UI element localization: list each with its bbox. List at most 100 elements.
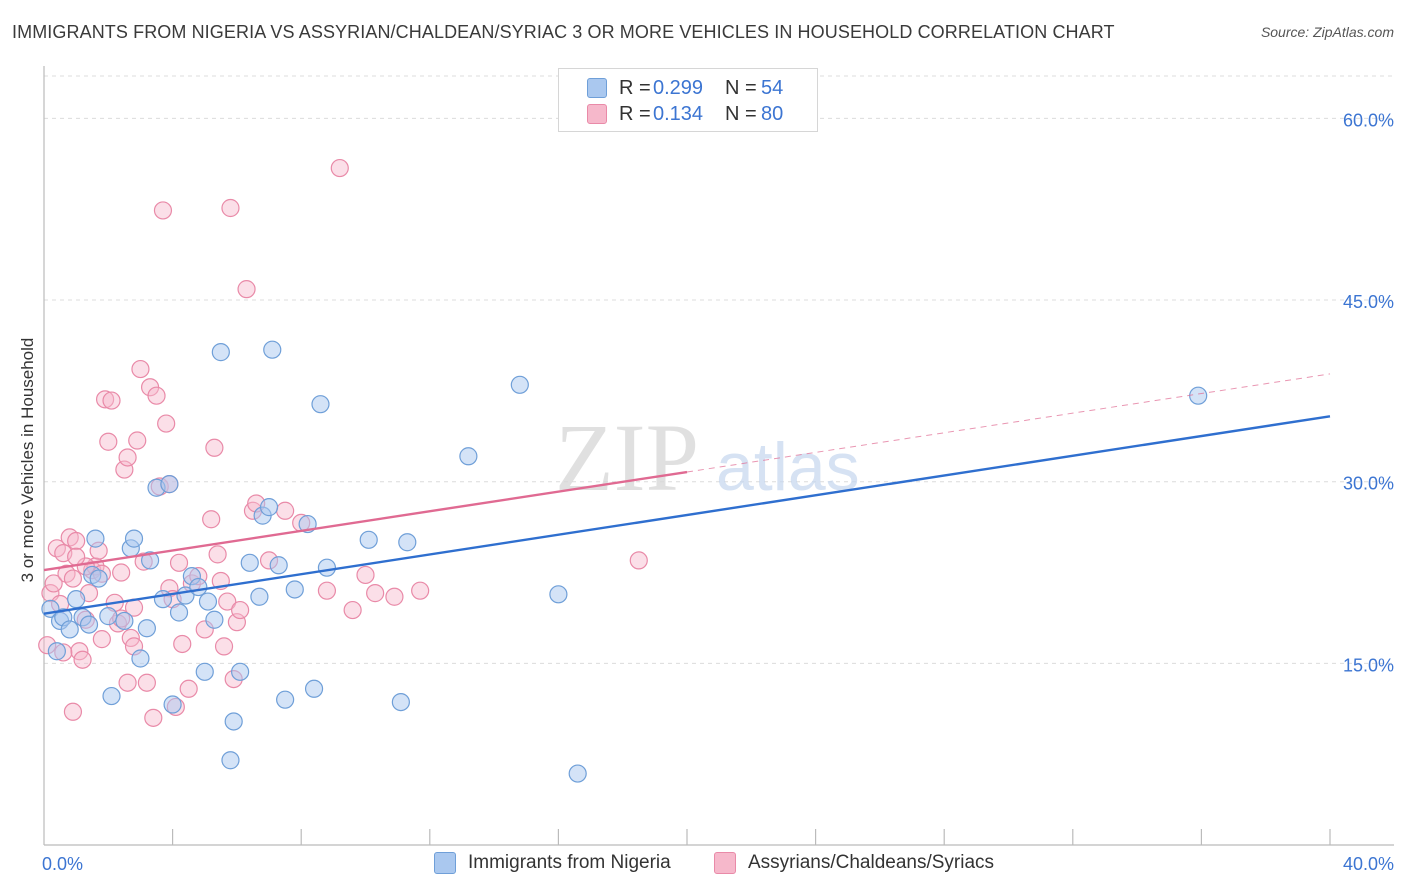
point-assyrians bbox=[343, 600, 362, 620]
point-nigeria bbox=[60, 620, 79, 639]
x-tick-label: 40.0% bbox=[1343, 854, 1394, 874]
point-assyrians bbox=[330, 158, 349, 178]
point-assyrians bbox=[629, 551, 648, 570]
point-nigeria bbox=[269, 556, 288, 575]
point-nigeria bbox=[124, 529, 144, 548]
watermark-atlas: atlas bbox=[716, 429, 860, 505]
point-assyrians bbox=[44, 574, 63, 593]
trend-line-assyrians bbox=[43, 470, 688, 572]
point-assyrians bbox=[214, 637, 234, 656]
point-nigeria bbox=[549, 585, 568, 604]
point-assyrians bbox=[144, 708, 163, 727]
point-nigeria bbox=[163, 695, 182, 714]
point-assyrians bbox=[173, 634, 192, 654]
trend-lines bbox=[43, 373, 1331, 615]
legend-r-label: R = bbox=[619, 76, 651, 99]
correlation-legend: R = 0.299 N = 54 R = 0.134 N = 80 bbox=[558, 68, 818, 132]
point-nigeria bbox=[153, 590, 173, 609]
point-nigeria bbox=[391, 692, 410, 712]
point-assyrians bbox=[202, 510, 221, 529]
x-tick-label: 0.0% bbox=[42, 854, 83, 874]
point-assyrians bbox=[67, 547, 86, 566]
point-assyrians bbox=[169, 553, 189, 572]
point-nigeria bbox=[224, 712, 243, 731]
legend-row-nigeria: R = 0.299 N = 54 bbox=[587, 75, 783, 101]
point-assyrians bbox=[128, 431, 147, 450]
legend-r-label: R = bbox=[619, 102, 651, 125]
watermark-zip: ZIP bbox=[555, 404, 699, 511]
point-nigeria bbox=[205, 610, 224, 629]
point-nigeria bbox=[276, 690, 295, 709]
point-nigeria bbox=[250, 587, 269, 606]
point-nigeria bbox=[317, 558, 337, 577]
point-assyrians bbox=[221, 198, 240, 218]
bottom-legend-assyrians: Assyrians/Chaldeans/Syriacs bbox=[714, 852, 994, 874]
point-nigeria bbox=[240, 553, 259, 572]
point-assyrians bbox=[118, 673, 137, 692]
point-assyrians bbox=[67, 531, 86, 551]
chart-title: IMMIGRANTS FROM NIGERIA VS ASSYRIAN/CHAL… bbox=[12, 22, 1115, 42]
point-assyrians bbox=[385, 587, 404, 606]
point-assyrians bbox=[218, 592, 237, 611]
source-label: Source: ZipAtlas.com bbox=[1260, 24, 1394, 40]
point-nigeria bbox=[131, 649, 150, 668]
point-nigeria bbox=[198, 592, 218, 611]
point-assyrians bbox=[95, 390, 115, 409]
point-nigeria bbox=[195, 662, 214, 681]
point-nigeria bbox=[47, 642, 66, 661]
point-assyrians bbox=[118, 448, 137, 467]
point-assyrians bbox=[63, 569, 83, 588]
point-nigeria bbox=[137, 619, 156, 638]
point-nigeria bbox=[67, 590, 86, 609]
bottom-legend-label-assyrians: Assyrians/Chaldeans/Syriacs bbox=[748, 852, 995, 873]
point-nigeria bbox=[311, 395, 330, 414]
legend-row-assyrians: R = 0.134 N = 80 bbox=[587, 101, 783, 127]
trend-line-nigeria bbox=[43, 415, 1331, 615]
point-nigeria bbox=[359, 530, 378, 549]
bottom-legend-swatch-pink bbox=[714, 852, 736, 874]
point-nigeria bbox=[510, 375, 529, 394]
legend-n-label: N = bbox=[725, 102, 757, 125]
point-nigeria bbox=[231, 662, 250, 681]
point-assyrians bbox=[63, 702, 83, 721]
legend-swatch-blue bbox=[587, 78, 607, 98]
point-assyrians bbox=[411, 581, 430, 600]
point-assyrians bbox=[366, 584, 385, 603]
point-nigeria bbox=[189, 577, 208, 597]
point-nigeria bbox=[140, 551, 160, 570]
point-nigeria bbox=[263, 340, 282, 359]
point-nigeria bbox=[304, 679, 324, 698]
point-nigeria bbox=[211, 343, 230, 362]
tick-labels: 15.0% 30.0% 45.0% 60.0% 0.0% 40.0% bbox=[42, 110, 1394, 874]
point-assyrians bbox=[179, 679, 198, 698]
legend-n-value: 80 bbox=[761, 102, 784, 125]
point-assyrians bbox=[147, 386, 166, 405]
legend-r-value: 0.134 bbox=[653, 102, 704, 125]
gridlines bbox=[44, 75, 1394, 664]
y-tick-label: 30.0% bbox=[1343, 474, 1394, 494]
point-nigeria bbox=[89, 569, 108, 588]
bottom-legend-nigeria: Immigrants from Nigeria bbox=[434, 852, 671, 874]
point-assyrians bbox=[231, 600, 250, 620]
point-assyrians bbox=[137, 673, 156, 692]
point-nigeria bbox=[115, 611, 134, 631]
point-assyrians bbox=[131, 359, 150, 379]
bottom-legend-label-nigeria: Immigrants from Nigeria bbox=[468, 852, 671, 873]
point-assyrians bbox=[92, 630, 111, 649]
point-assyrians bbox=[153, 201, 173, 220]
point-nigeria bbox=[169, 603, 189, 622]
point-nigeria bbox=[160, 475, 179, 494]
point-nigeria bbox=[459, 447, 478, 466]
legend-swatch-pink bbox=[587, 104, 607, 124]
point-assyrians bbox=[112, 563, 131, 582]
bottom-legend-swatch-blue bbox=[434, 852, 456, 874]
point-assyrians bbox=[237, 280, 256, 299]
point-assyrians bbox=[317, 581, 337, 600]
point-nigeria bbox=[568, 764, 587, 783]
point-nigeria bbox=[398, 533, 417, 552]
point-assyrians bbox=[208, 545, 227, 564]
point-nigeria bbox=[221, 751, 240, 770]
axes bbox=[43, 66, 1394, 846]
point-assyrians bbox=[276, 501, 295, 520]
